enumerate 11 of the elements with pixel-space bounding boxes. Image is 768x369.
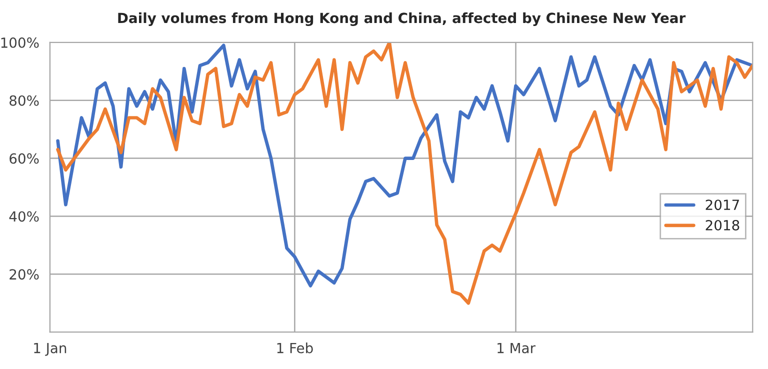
y-tick-label: 60%	[10, 153, 39, 164]
legend-label: 2018	[706, 220, 740, 230]
chart-title: Daily volumes from Hong Kong and China, affected by Chinese New Year	[118, 12, 686, 26]
y-tick-label: 80%	[10, 95, 39, 106]
x-tick-label: 1 Jan	[34, 342, 66, 356]
y-tick-label: 40%	[9, 211, 39, 222]
legend-label: 2017	[706, 200, 739, 210]
y-tick-label: 20%	[10, 269, 39, 280]
x-tick-label: 1 Feb	[277, 342, 313, 354]
y-tick-label: 100%	[1, 37, 39, 48]
x-tick-label: 1 Mar	[498, 342, 536, 354]
